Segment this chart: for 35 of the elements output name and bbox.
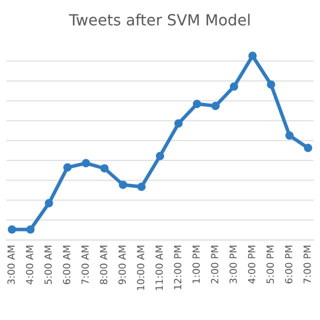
x-tick-label: 4:00 PM (248, 246, 256, 284)
x-tick-label: 6:00 AM (62, 246, 70, 284)
point (285, 131, 294, 140)
point (174, 119, 183, 128)
point (192, 100, 202, 108)
chart-title: Tweets after SVM Model (68, 14, 250, 26)
point (266, 80, 276, 89)
point (26, 225, 35, 234)
x-tick-label: 4:00 AM (26, 246, 34, 284)
point (211, 102, 220, 110)
x-tick-label: 3:00 PM (229, 246, 237, 284)
point (248, 52, 257, 60)
x-tick-label: 10:00 AM (136, 246, 144, 290)
x-tick-label: 7:00 PM (304, 246, 311, 284)
point (100, 164, 109, 173)
x-tick-label: 5:00 AM (44, 246, 52, 284)
x-tick-label: 5:00 PM (266, 246, 274, 284)
point (230, 82, 238, 91)
point (82, 159, 90, 168)
x-tick-label: 7:00 AM (81, 246, 89, 284)
point (63, 163, 72, 172)
x-tick-label: 3:00 AM (7, 246, 15, 284)
x-tick-label: 6:00 PM (285, 246, 292, 284)
point (137, 182, 146, 191)
point (304, 144, 312, 152)
point (118, 180, 128, 189)
x-tick-label: 11:00 AM (155, 246, 163, 290)
x-tick-label: 1:00 PM (192, 246, 200, 283)
x-tick-label: 8:00 AM (100, 246, 108, 284)
x-tick-label: 12:00 PM (174, 246, 182, 290)
point (8, 225, 16, 234)
x-tick-label: 9:00 AM (118, 246, 126, 284)
point (44, 199, 54, 208)
point (156, 152, 164, 160)
x-tick-label: 2:00 PM (210, 246, 218, 284)
